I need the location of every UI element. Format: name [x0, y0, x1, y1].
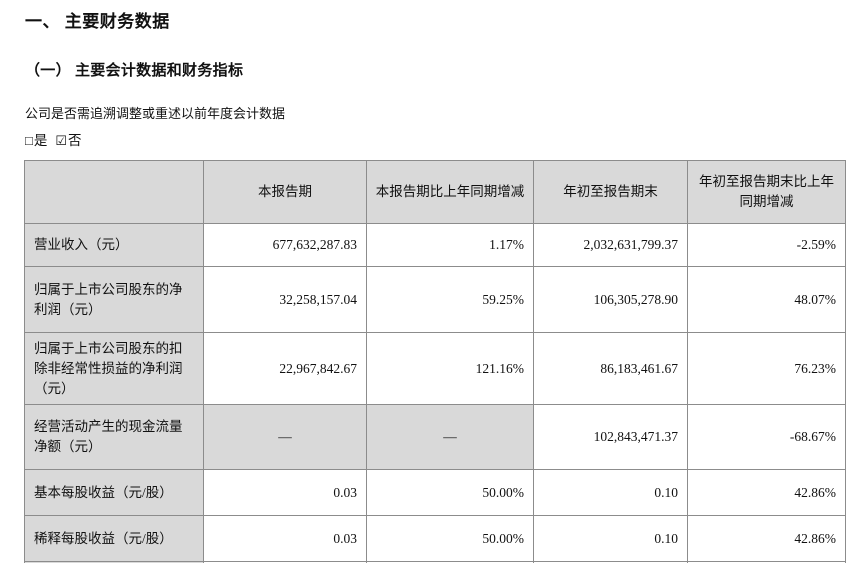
- option-no: ☑否: [55, 133, 81, 148]
- cell-value: —: [203, 404, 367, 470]
- cell-value: 76.23%: [687, 332, 846, 405]
- cell-value: 0.03: [203, 469, 367, 516]
- row-label: 基本每股收益（元/股）: [24, 469, 204, 516]
- cell-value: 48.07%: [687, 266, 846, 333]
- cell-value: 0.03: [203, 515, 367, 562]
- financial-indicators-table: 本报告期 本报告期比上年同期增减 年初至报告期末 年初至报告期末比上年同期增减 …: [24, 160, 846, 563]
- cell-value: 0.10: [533, 515, 688, 562]
- cell-value: -68.67%: [687, 404, 846, 470]
- cell-value: 22,967,842.67: [203, 332, 367, 405]
- row-label: 经营活动产生的现金流量净额（元）: [24, 404, 204, 470]
- table-row-diluted-eps: 稀释每股收益（元/股） 0.03 50.00% 0.10 42.86%: [24, 515, 846, 562]
- cell-value: 2,032,631,799.37: [533, 223, 688, 267]
- cell-value: 106,305,278.90: [533, 266, 688, 333]
- cell-value: 42.86%: [687, 515, 846, 562]
- row-label: 营业收入（元）: [24, 223, 204, 267]
- checkbox-unchecked-icon: □: [25, 133, 33, 148]
- row-label: 归属于上市公司股东的扣除非经常性损益的净利润（元）: [24, 332, 204, 405]
- cell-value: 1.17%: [366, 223, 534, 267]
- cell-value: 0.10: [533, 469, 688, 516]
- option-yes-label: 是: [33, 133, 48, 148]
- col-header-ytd: 年初至报告期末: [533, 160, 688, 224]
- cell-value: —: [366, 404, 534, 470]
- row-label: 稀释每股收益（元/股）: [24, 515, 204, 562]
- row-label: 归属于上市公司股东的净利润（元）: [24, 266, 204, 333]
- cell-value: 32,258,157.04: [203, 266, 367, 333]
- table-row-net-profit-excl-nonrecurring: 归属于上市公司股东的扣除非经常性损益的净利润（元） 22,967,842.67 …: [24, 332, 846, 405]
- col-header-current-vs-prior: 本报告期比上年同期增减: [366, 160, 534, 224]
- cell-value: 121.16%: [366, 332, 534, 405]
- restatement-question: 公司是否需追溯调整或重述以前年度会计数据: [25, 106, 286, 121]
- cell-value: 86,183,461.67: [533, 332, 688, 405]
- option-yes: □是: [25, 133, 47, 148]
- col-header-metric: [24, 160, 204, 224]
- table-header-row: 本报告期 本报告期比上年同期增减 年初至报告期末 年初至报告期末比上年同期增减: [24, 160, 846, 224]
- option-no-label: 否: [68, 133, 82, 148]
- col-header-current-period: 本报告期: [203, 160, 367, 224]
- cell-value: 50.00%: [366, 515, 534, 562]
- section-title: 一、 主要财务数据: [25, 12, 170, 31]
- table-row-operating-cash-flow: 经营活动产生的现金流量净额（元） — — 102,843,471.37 -68.…: [24, 404, 846, 470]
- cell-value: 42.86%: [687, 469, 846, 516]
- col-header-ytd-vs-prior: 年初至报告期末比上年同期增减: [687, 160, 846, 224]
- subsection-title: （一） 主要会计数据和财务指标: [25, 63, 244, 79]
- cell-value: 102,843,471.37: [533, 404, 688, 470]
- cell-value: 677,632,287.83: [203, 223, 367, 267]
- table-row-basic-eps: 基本每股收益（元/股） 0.03 50.00% 0.10 42.86%: [24, 469, 846, 516]
- restatement-declaration: □是 ☑否: [25, 129, 90, 149]
- table-row-net-profit: 归属于上市公司股东的净利润（元） 32,258,157.04 59.25% 10…: [24, 266, 846, 333]
- cell-value: 1.81%: [687, 561, 846, 563]
- cell-value: 59.25%: [366, 266, 534, 333]
- table-row-weighted-avg-roe: 加权平均净资产收益率 1.82% 0.48% 6.41% 1.81%: [24, 561, 846, 563]
- checkbox-checked-icon: ☑: [55, 133, 68, 148]
- cell-value: -2.59%: [687, 223, 846, 267]
- table-row-revenue: 营业收入（元） 677,632,287.83 1.17% 2,032,631,7…: [24, 223, 846, 267]
- cell-value: 50.00%: [366, 469, 534, 516]
